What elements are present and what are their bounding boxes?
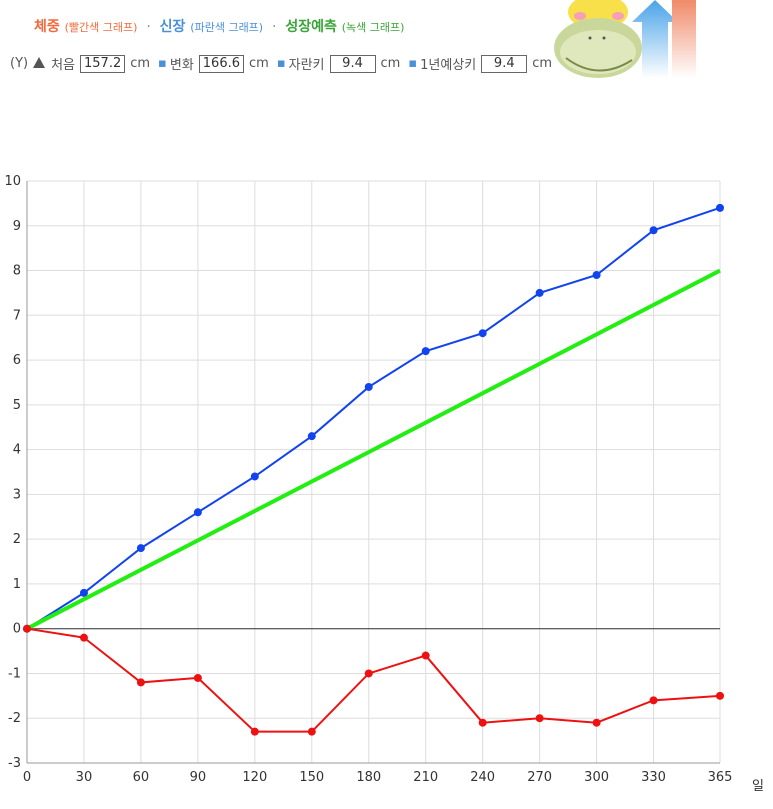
forecast-label: 1년예상키 <box>420 58 477 73</box>
height-point <box>79 588 88 597</box>
x-unit-label: 일 <box>752 779 764 794</box>
legend-height: 신장 <box>159 19 186 35</box>
x-tick-label: 240 <box>470 770 495 785</box>
change-label: 변화 <box>169 58 194 73</box>
start-unit: cm <box>130 56 151 71</box>
info-row: (Y) 처음 157.2 cm ▪ 변화 166.6 cm ▪ 자란키 9.4 … <box>10 54 552 73</box>
weight-point <box>478 718 487 727</box>
weight-point <box>421 651 430 660</box>
weight-point <box>592 718 601 727</box>
bullet-icon: ▪ <box>408 56 418 71</box>
change-unit: cm <box>249 56 269 71</box>
start-value: 157.2 <box>80 54 126 73</box>
x-tick-label: 60 <box>133 770 150 785</box>
weight-point <box>535 714 544 723</box>
y-tick-label: 0 <box>13 622 21 637</box>
y-tick-label: 3 <box>13 487 21 502</box>
height-point <box>421 347 430 356</box>
x-tick-label: 330 <box>641 770 666 785</box>
height-point <box>136 544 145 553</box>
height-point <box>478 329 487 338</box>
forecast-unit: cm <box>532 56 553 71</box>
x-tick-label: 0 <box>23 770 31 785</box>
bullet-icon: ▪ <box>158 56 167 71</box>
x-tick-label: 365 <box>708 770 733 785</box>
growth-label: 자란키 <box>288 58 325 73</box>
y-tick-label: 9 <box>13 219 21 234</box>
weight-point <box>79 633 88 642</box>
change-value: 166.6 <box>198 54 244 73</box>
height-point <box>592 271 601 280</box>
forecast-series-line <box>26 268 721 631</box>
x-tick-label: 30 <box>76 770 93 785</box>
x-tick-label: 300 <box>584 770 609 785</box>
x-tick-label: 90 <box>190 770 207 785</box>
legend-weight: 체중 <box>34 19 60 35</box>
y-tick-label: 5 <box>13 398 21 413</box>
y-tick-label: -3 <box>8 756 21 771</box>
legend-separator: · <box>146 19 151 35</box>
weight-point <box>136 678 145 687</box>
arrow-up-icon <box>33 57 46 68</box>
height-point <box>716 203 724 212</box>
y-tick-label: -2 <box>8 711 21 726</box>
weight-point <box>364 669 373 678</box>
legend-row: 체중 (빨간색 그래프) · 신장 (파란색 그래프) · 성장예측 (녹색 그… <box>34 16 404 36</box>
y-tick-label: 1 <box>13 577 21 592</box>
weight-point <box>649 696 658 705</box>
height-point <box>364 382 373 391</box>
growth-unit: cm <box>380 56 401 71</box>
y-tick-label: -1 <box>8 666 21 681</box>
height-point <box>649 226 658 235</box>
height-point <box>193 508 202 517</box>
y-tick-label: 4 <box>13 443 21 458</box>
y-tick-label: 7 <box>13 308 21 323</box>
growth-value: 9.4 <box>329 54 376 73</box>
height-point <box>250 472 259 481</box>
forecast-value: 9.4 <box>481 54 528 73</box>
weight-point <box>193 673 202 682</box>
x-tick-label: 150 <box>299 770 324 785</box>
mascot-icon <box>554 0 696 78</box>
weight-point <box>716 691 724 700</box>
legend-height-paren: (파란색 그래프) <box>190 21 264 34</box>
legend-forecast-paren: (녹색 그래프) <box>341 21 405 34</box>
y-axis-label: (Y) <box>10 56 29 71</box>
legend-forecast: 성장예측 <box>285 19 337 35</box>
height-point <box>307 432 316 441</box>
weight-point <box>307 727 316 736</box>
y-tick-label: 8 <box>13 264 21 279</box>
weight-point <box>250 727 259 736</box>
weight-point <box>23 624 31 633</box>
y-tick-label: 2 <box>13 532 21 547</box>
height-point <box>535 288 544 297</box>
weight-series-line <box>26 627 721 733</box>
start-label: 처음 <box>51 58 76 73</box>
x-tick-label: 270 <box>527 770 552 785</box>
x-tick-label: 210 <box>413 770 438 785</box>
x-tick-label: 180 <box>356 770 381 785</box>
legend-separator: · <box>271 19 277 35</box>
x-tick-label: 120 <box>242 770 267 785</box>
bullet-icon: ▪ <box>276 56 286 71</box>
legend-weight-paren: (빨간색 그래프) <box>64 21 138 34</box>
y-tick-label: 10 <box>4 174 21 189</box>
y-tick-label: 6 <box>13 353 21 368</box>
